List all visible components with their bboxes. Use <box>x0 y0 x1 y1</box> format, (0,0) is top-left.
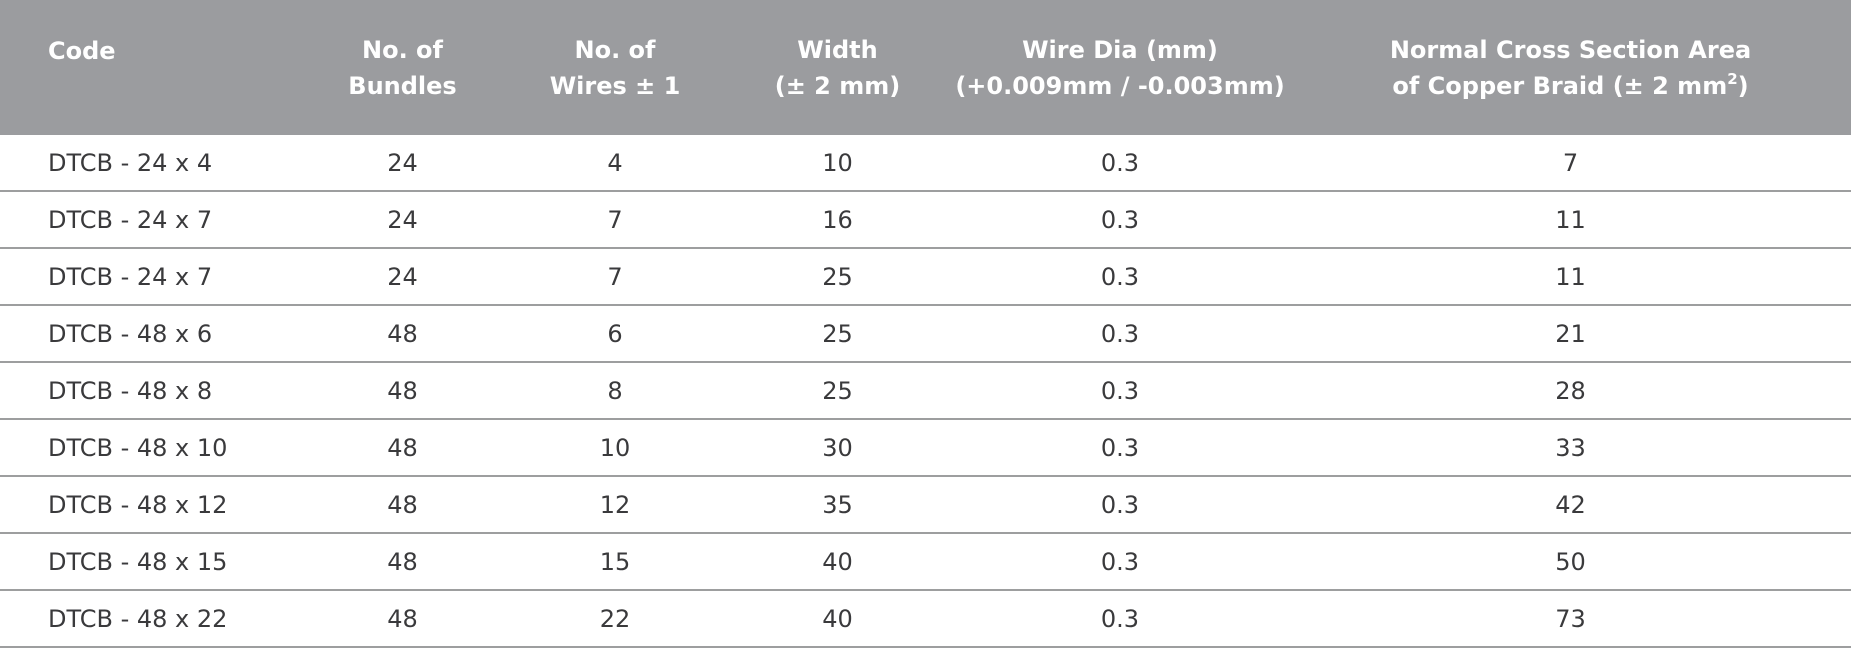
table-row: DTCB - 24 x 7 24 7 16 0.3 11 <box>0 191 1851 249</box>
cell-code: DTCB - 48 x 8 <box>0 362 300 420</box>
cell-cross-section: 50 <box>1290 533 1851 591</box>
cell-cross-section: 7 <box>1290 135 1851 192</box>
cell-bundles: 24 <box>300 191 505 249</box>
cell-cross-section: 33 <box>1290 419 1851 477</box>
table-row: DTCB - 48 x 15 48 15 40 0.3 50 <box>0 533 1851 591</box>
cell-code: DTCB - 24 x 7 <box>0 248 300 306</box>
table-row: DTCB - 48 x 12 48 12 35 0.3 42 <box>0 476 1851 534</box>
table-header: Code No. of Bundles No. of Wires ± 1 Wid… <box>0 0 1851 135</box>
cell-wire-dia: 0.3 <box>950 590 1290 648</box>
cell-wire-dia: 0.3 <box>950 419 1290 477</box>
cell-code: DTCB - 48 x 10 <box>0 419 300 477</box>
cell-code: DTCB - 48 x 22 <box>0 590 300 648</box>
cell-width: 35 <box>725 476 950 534</box>
cell-wires: 15 <box>505 533 725 591</box>
table-row: DTCB - 48 x 6 48 6 25 0.3 21 <box>0 305 1851 363</box>
cell-code: DTCB - 48 x 15 <box>0 533 300 591</box>
table-row: DTCB - 48 x 22 48 22 40 0.3 73 <box>0 590 1851 648</box>
cell-wire-dia: 0.3 <box>950 248 1290 306</box>
cell-width: 16 <box>725 191 950 249</box>
cell-wires: 7 <box>505 191 725 249</box>
cell-wires: 4 <box>505 135 725 192</box>
cell-bundles: 48 <box>300 533 505 591</box>
cell-wire-dia: 0.3 <box>950 476 1290 534</box>
cell-wire-dia: 0.3 <box>950 362 1290 420</box>
cell-bundles: 48 <box>300 362 505 420</box>
cell-cross-section: 11 <box>1290 248 1851 306</box>
header-cross-section: Normal Cross Section Area of Copper Brai… <box>1290 0 1851 135</box>
cell-code: DTCB - 48 x 6 <box>0 305 300 363</box>
cell-bundles: 48 <box>300 419 505 477</box>
cell-bundles: 24 <box>300 248 505 306</box>
cell-code: DTCB - 24 x 7 <box>0 191 300 249</box>
cell-code: DTCB - 48 x 12 <box>0 476 300 534</box>
cell-wires: 8 <box>505 362 725 420</box>
cell-wire-dia: 0.3 <box>950 135 1290 192</box>
cell-width: 30 <box>725 419 950 477</box>
cell-cross-section: 73 <box>1290 590 1851 648</box>
table-row: DTCB - 24 x 4 24 4 10 0.3 7 <box>0 135 1851 192</box>
cell-wire-dia: 0.3 <box>950 305 1290 363</box>
cell-code: DTCB - 24 x 4 <box>0 135 300 192</box>
header-wires: No. of Wires ± 1 <box>505 0 725 135</box>
cell-wire-dia: 0.3 <box>950 191 1290 249</box>
header-cross-section-line2: of Copper Braid (± 2 mm2) <box>1392 69 1749 100</box>
header-width: Width (± 2 mm) <box>725 0 950 135</box>
cell-wire-dia: 0.3 <box>950 533 1290 591</box>
table-row: DTCB - 48 x 8 48 8 25 0.3 28 <box>0 362 1851 420</box>
cell-width: 25 <box>725 248 950 306</box>
cell-wires: 22 <box>505 590 725 648</box>
header-wire-dia: Wire Dia (mm) (+0.009mm / -0.003mm) <box>950 0 1290 135</box>
table-row: DTCB - 48 x 10 48 10 30 0.3 33 <box>0 419 1851 477</box>
cell-bundles: 48 <box>300 476 505 534</box>
cell-width: 25 <box>725 305 950 363</box>
cell-cross-section: 42 <box>1290 476 1851 534</box>
cell-wires: 7 <box>505 248 725 306</box>
cell-cross-section: 28 <box>1290 362 1851 420</box>
cell-width: 25 <box>725 362 950 420</box>
cell-wires: 12 <box>505 476 725 534</box>
cell-bundles: 24 <box>300 135 505 192</box>
cell-wires: 6 <box>505 305 725 363</box>
cell-width: 10 <box>725 135 950 192</box>
cell-bundles: 48 <box>300 305 505 363</box>
header-code: Code <box>0 0 300 135</box>
cell-cross-section: 11 <box>1290 191 1851 249</box>
table-row: DTCB - 24 x 7 24 7 25 0.3 11 <box>0 248 1851 306</box>
cell-wires: 10 <box>505 419 725 477</box>
table-body: DTCB - 24 x 4 24 4 10 0.3 7 DTCB - 24 x … <box>0 135 1851 648</box>
cell-width: 40 <box>725 533 950 591</box>
header-bundles: No. of Bundles <box>300 0 505 135</box>
cell-bundles: 48 <box>300 590 505 648</box>
cell-width: 40 <box>725 590 950 648</box>
cell-cross-section: 21 <box>1290 305 1851 363</box>
header-row: Code No. of Bundles No. of Wires ± 1 Wid… <box>0 0 1851 135</box>
